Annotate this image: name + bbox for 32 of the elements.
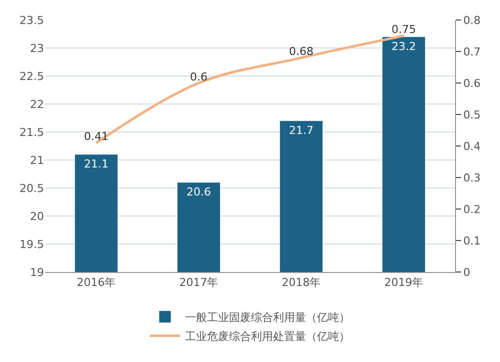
- y2-tick-label: 0: [463, 266, 470, 279]
- x-tick-label: 2017年: [179, 276, 218, 290]
- data-label: 23.2: [392, 40, 416, 53]
- y2-tick-label: 0.5: [463, 108, 481, 122]
- y-tick-label: 23: [30, 42, 44, 55]
- y-tick-label: 22: [30, 98, 44, 111]
- x-tick-label: 2019年: [384, 276, 424, 290]
- y2-tick-label: 0.3: [463, 171, 481, 184]
- y-tick-label: 21.5: [20, 126, 44, 139]
- legend-label: 工业危废综合利用处置量（亿吨）: [185, 330, 350, 344]
- data-label: 21.1: [84, 157, 109, 170]
- y-tick-label: 20.5: [20, 182, 44, 195]
- y2-tick-label: 0.1: [463, 234, 481, 248]
- y-tick-label: 19: [30, 266, 44, 279]
- y-tick-label: 22.5: [20, 70, 44, 83]
- y2-tick-label: 0.4: [463, 140, 481, 153]
- y2-tick-label: 0.7: [463, 45, 481, 58]
- y2-tick-label: 0.2: [463, 202, 481, 216]
- legend-label: 一般工业固废综合利用量（亿吨）: [185, 311, 350, 324]
- y-tick-label: 23.5: [20, 14, 44, 27]
- data-label: 21.7: [289, 124, 314, 137]
- y2-tick-label: 0.8: [463, 14, 481, 27]
- y-tick-label: 19.5: [20, 238, 44, 251]
- x-tick-label: 2018年: [282, 276, 321, 290]
- y-tick-label: 20: [30, 210, 44, 223]
- data-label: 0.75: [392, 23, 416, 36]
- data-label: 0.68: [289, 45, 314, 58]
- data-label: 20.6: [186, 185, 211, 198]
- x-tick-label: 2016年: [76, 276, 116, 290]
- y2-tick-label: 0.6: [463, 76, 481, 90]
- y-tick-label: 21: [30, 154, 44, 167]
- data-label: 0.6: [190, 70, 208, 84]
